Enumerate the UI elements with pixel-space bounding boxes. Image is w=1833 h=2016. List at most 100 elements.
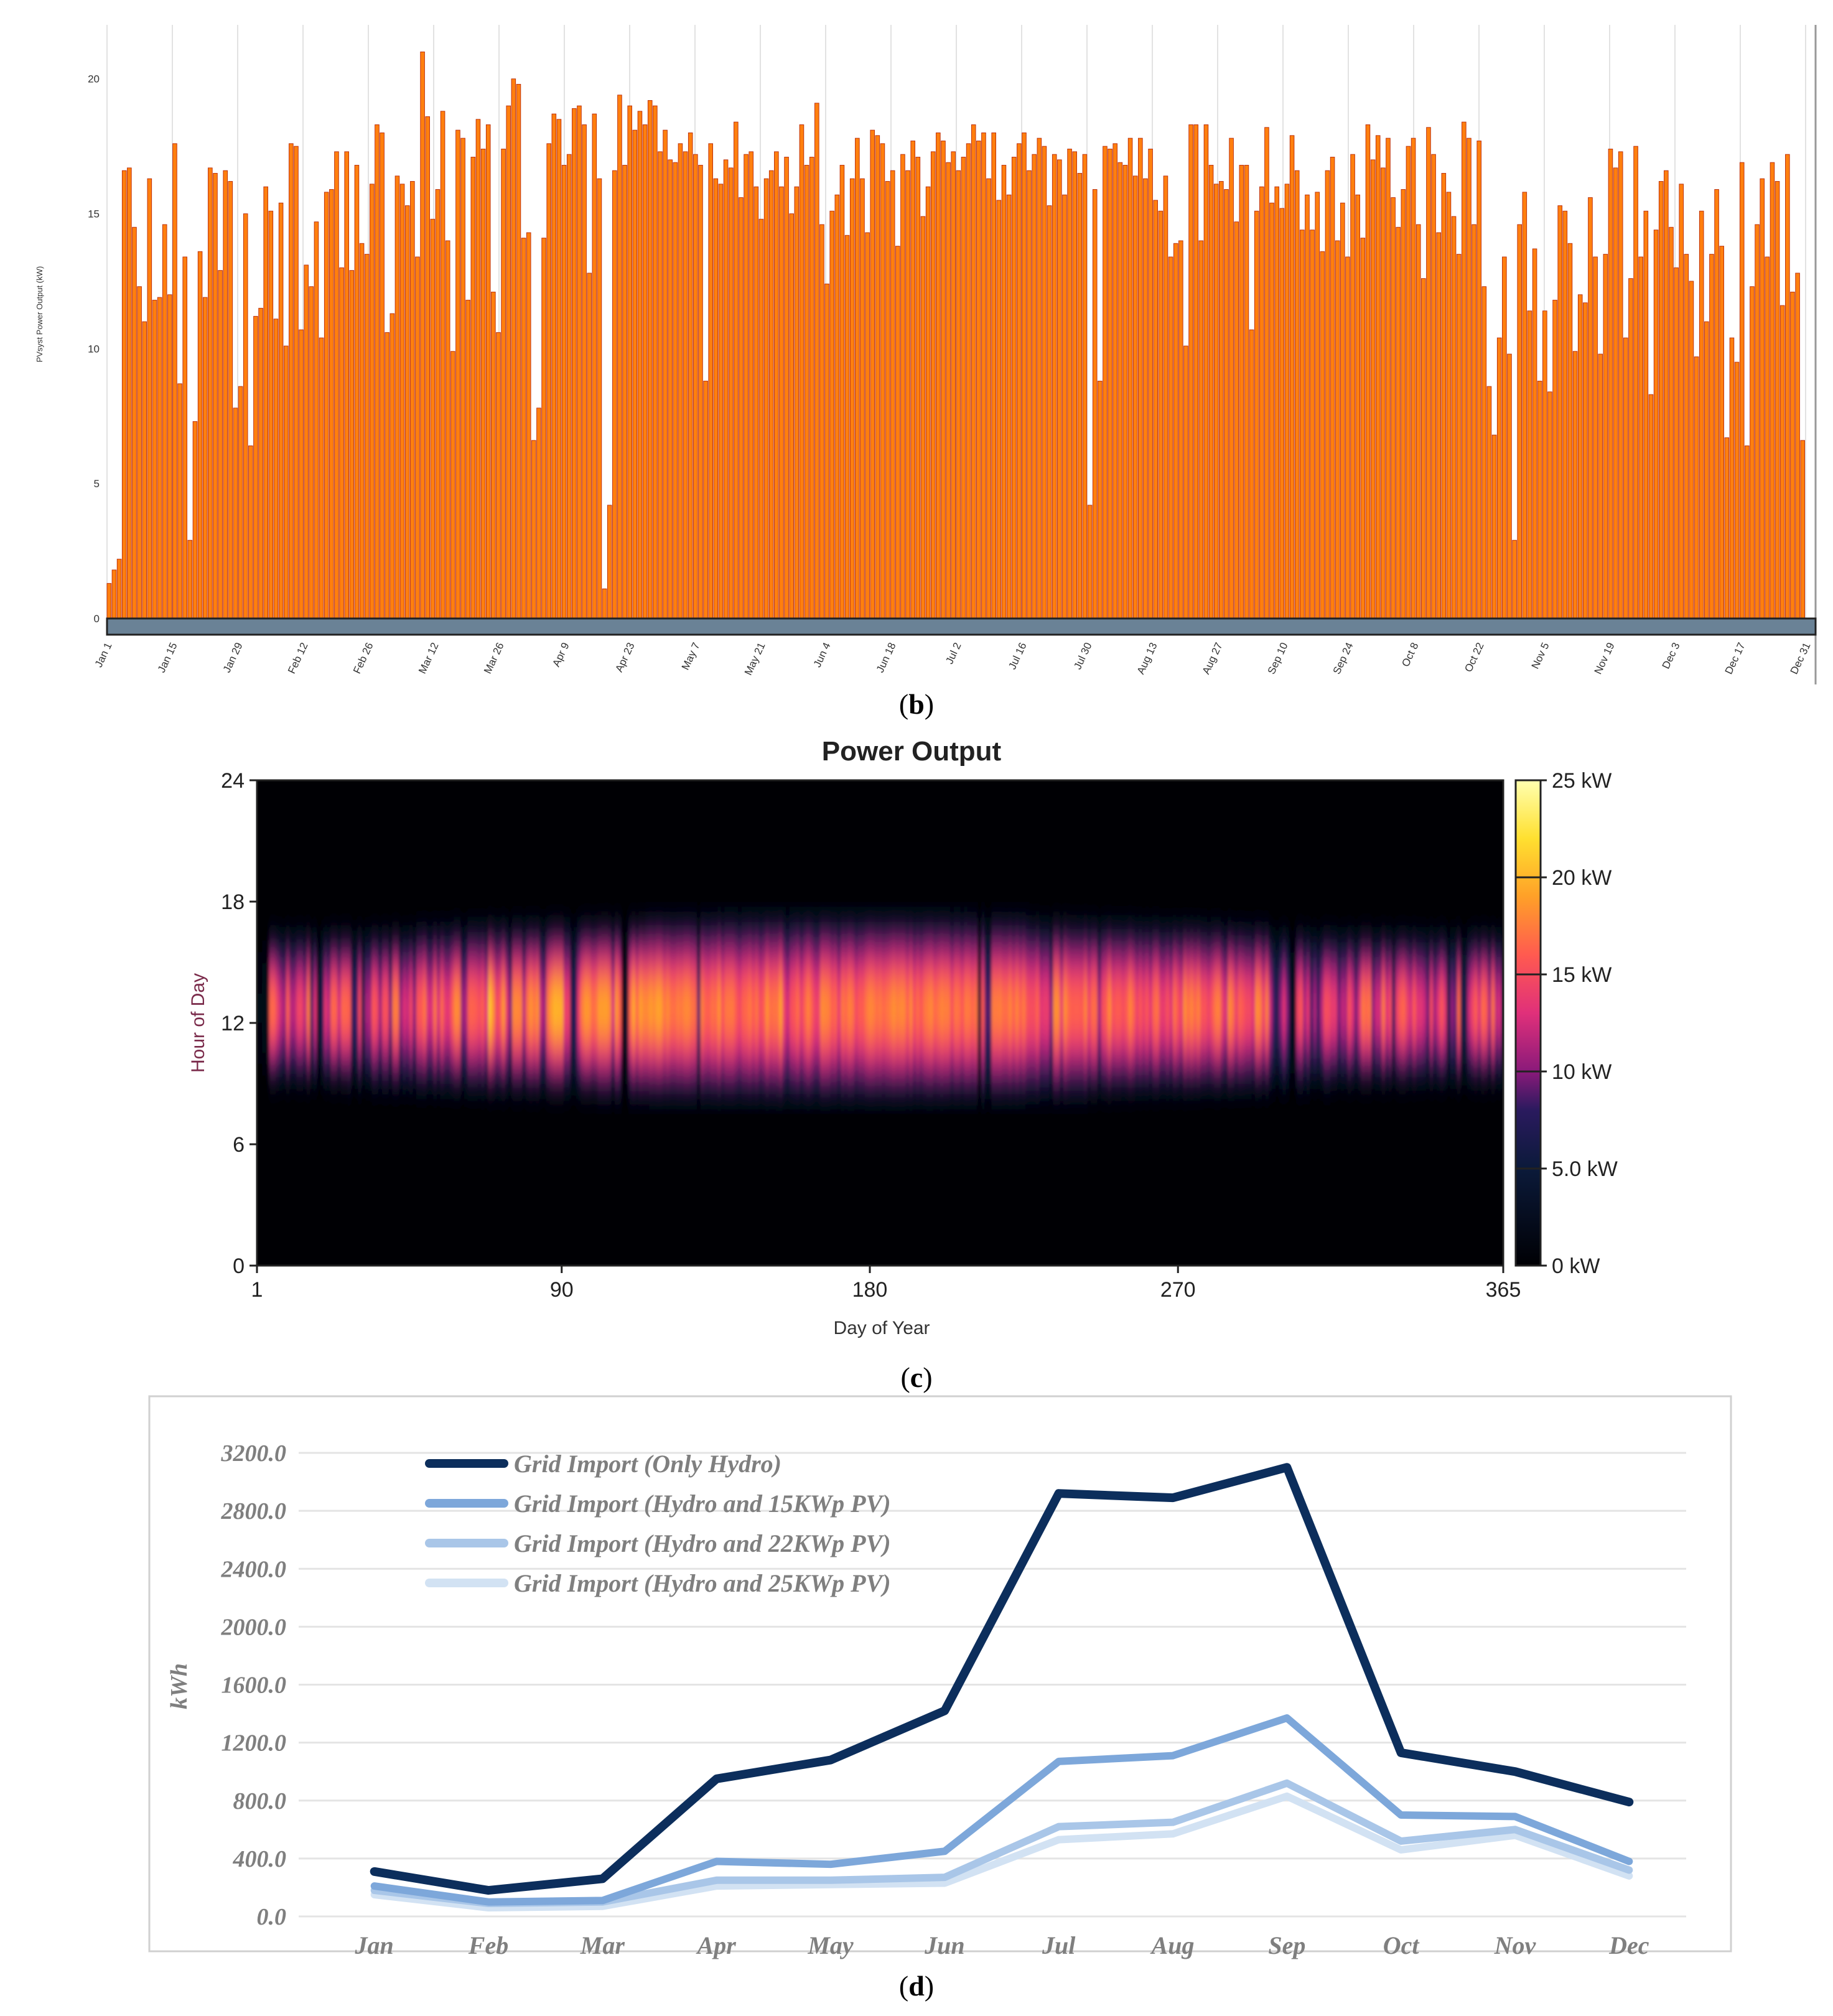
c-heat-cell <box>734 942 739 953</box>
c-heat-cell <box>587 1033 592 1044</box>
c-heat-cell <box>642 972 646 983</box>
c-heat-cell <box>505 1043 510 1054</box>
c-heat-cell <box>686 912 691 923</box>
c-heat-cell <box>536 1063 540 1074</box>
c-heat-cell <box>1046 1023 1050 1034</box>
c-heat-cell <box>1005 1023 1009 1034</box>
c-heat-cell <box>827 992 831 1004</box>
c-heat-cell <box>991 942 996 953</box>
c-heat-cell <box>731 1012 735 1024</box>
c-heat-cell <box>960 992 964 1004</box>
c-heat-cell <box>601 1053 605 1064</box>
b-bar <box>243 213 248 619</box>
c-heat-cell <box>1076 1023 1081 1034</box>
c-heat-cell <box>724 1002 729 1014</box>
c-heat-cell <box>470 992 475 1004</box>
c-heat-cell <box>518 1012 523 1024</box>
c-heat-cell <box>477 922 482 933</box>
c-heat-cell <box>1063 1002 1067 1014</box>
c-heat-cell <box>1039 1063 1043 1074</box>
c-heat-cell <box>734 982 739 993</box>
c-heat-cell <box>683 942 688 953</box>
c-heat-cell <box>484 972 489 983</box>
c-heat-cell <box>1049 952 1053 963</box>
c-heat-cell <box>515 1012 520 1024</box>
c-heat-cell <box>422 1063 427 1074</box>
c-heat-cell <box>1022 1023 1026 1034</box>
c-heat-cell <box>282 1023 287 1034</box>
c-heat-cell <box>635 972 640 983</box>
c-heat-cell <box>882 931 886 943</box>
c-heat-cell <box>330 1012 335 1024</box>
c-heat-cell <box>1117 1023 1122 1034</box>
c-heat-cell <box>375 942 379 953</box>
c-heat-cell <box>724 1023 729 1034</box>
c-heat-cell <box>368 931 372 943</box>
c-heat-cell <box>1108 922 1112 933</box>
c-heat-cell <box>443 931 447 943</box>
c-heat-cell <box>477 1073 482 1085</box>
c-heat-cell <box>669 1063 674 1074</box>
c-heat-cell <box>402 992 406 1004</box>
c-heat-cell <box>563 1073 567 1085</box>
c-heat-cell <box>433 962 437 973</box>
c-heat-cell <box>809 942 814 953</box>
b-bar <box>137 286 142 619</box>
c-heat-cell <box>967 931 971 943</box>
c-heat-cell <box>738 952 742 963</box>
c-heat-cell <box>847 1023 852 1034</box>
c-heat-cell <box>912 922 917 933</box>
c-heat-cell <box>511 1023 516 1034</box>
c-heat-cell <box>916 1023 920 1034</box>
c-heat-cell <box>511 1083 516 1094</box>
c-heat-cell <box>679 942 684 953</box>
c-heat-cell <box>889 992 893 1004</box>
c-heat-cell <box>429 931 434 943</box>
c-heat-cell <box>892 1043 896 1054</box>
c-heat-cell <box>392 952 396 963</box>
c-heat-cell <box>484 922 489 933</box>
c-heat-cell <box>717 912 722 923</box>
c-heat-cell <box>1114 942 1119 953</box>
c-heat-cell <box>429 962 434 973</box>
b-bar <box>187 539 193 619</box>
c-heat-cell <box>608 922 612 933</box>
c-heat-cell <box>868 942 872 953</box>
c-heat-cell <box>765 912 770 923</box>
b-bar <box>329 189 334 619</box>
c-heat-cell <box>864 1002 869 1014</box>
c-heat-cell <box>269 1073 273 1085</box>
c-heat-cell <box>714 1023 718 1034</box>
c-heat-cell <box>1111 1053 1116 1064</box>
c-heat-cell <box>581 1073 585 1085</box>
c-heat-cell <box>697 942 701 953</box>
c-heat-cell <box>529 992 533 1004</box>
c-heat-cell <box>649 1043 653 1054</box>
c-heat-cell <box>570 1033 574 1044</box>
c-heat-cell <box>368 982 372 993</box>
c-heat-cell <box>409 982 413 993</box>
c-heat-cell <box>652 1053 656 1064</box>
c-heat-cell <box>905 922 910 933</box>
c-heat-cell <box>841 942 845 953</box>
c-heat-cell <box>875 931 879 943</box>
c-heat-cell <box>354 992 358 1004</box>
c-heat-cell <box>827 922 831 933</box>
c-heat-cell <box>581 972 585 983</box>
c-heat-cell <box>638 1043 643 1054</box>
b-bar <box>875 135 880 619</box>
c-heat-cell <box>358 1023 362 1034</box>
c-heat-cell <box>371 1063 376 1074</box>
c-heat-cell <box>443 1083 447 1094</box>
c-heat-cell <box>440 1002 444 1014</box>
c-heat-cell <box>276 1043 280 1054</box>
b-timeline-scrollbar[interactable] <box>106 617 1817 636</box>
c-heat-cell <box>816 992 821 1004</box>
c-heat-cell <box>953 942 958 953</box>
c-heat-cell <box>690 1012 694 1024</box>
b-bar <box>1653 230 1659 619</box>
c-heat-cell <box>885 1093 889 1104</box>
c-heat-cell <box>567 1063 571 1074</box>
c-heat-cell <box>714 972 718 983</box>
c-heat-cell <box>501 1033 506 1044</box>
